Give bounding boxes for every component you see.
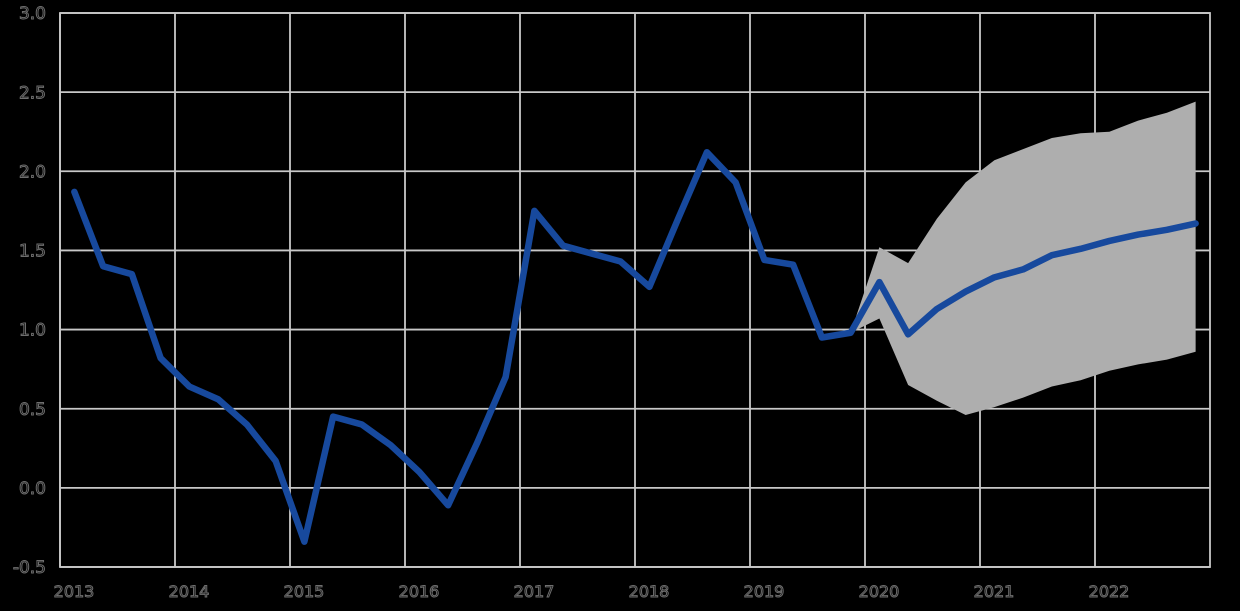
y-tick-label: 2.5 <box>19 83 46 103</box>
central-estimate-line <box>71 149 1199 545</box>
x-tick-label: 2021 <box>974 582 1015 601</box>
uncertainty-band <box>850 101 1196 416</box>
x-tick-label: 2022 <box>1089 582 1130 601</box>
x-tick-label: 2015 <box>284 582 325 601</box>
y-tick-label: 3.0 <box>19 4 46 24</box>
x-tick-label: 2018 <box>629 582 670 601</box>
x-tick-label: 2017 <box>514 582 555 601</box>
y-tick-label: 2.0 <box>19 162 46 182</box>
y-tick-label: 1.5 <box>19 242 46 262</box>
x-tick-label: 2020 <box>859 582 900 601</box>
y-tick-label: 1.0 <box>19 321 46 341</box>
y-tick-label: -0.5 <box>13 558 46 578</box>
x-tick-label: 2016 <box>399 582 440 601</box>
plot-border <box>59 12 1211 568</box>
y-tick-label: 0.5 <box>19 400 46 420</box>
y-tick-label: 0.0 <box>19 479 46 499</box>
x-tick-label: 2013 <box>54 582 95 601</box>
x-tick-label: 2014 <box>169 582 210 601</box>
x-tick-label: 2019 <box>744 582 785 601</box>
